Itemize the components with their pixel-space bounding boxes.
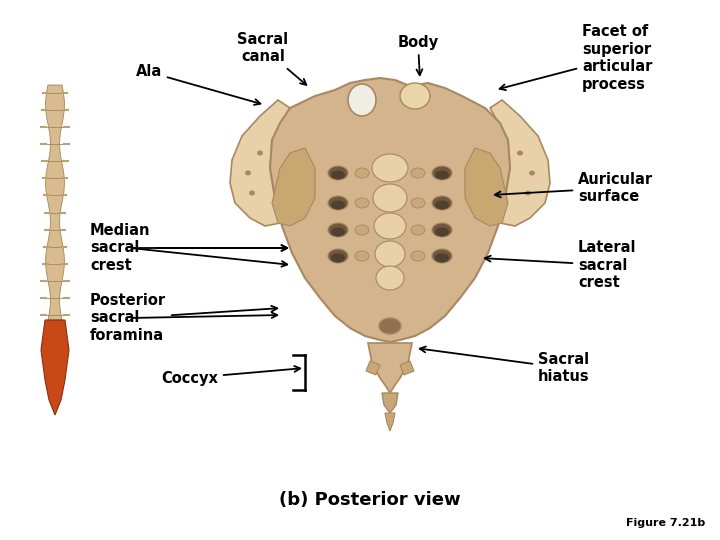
Ellipse shape bbox=[249, 191, 255, 195]
Ellipse shape bbox=[355, 198, 369, 208]
Polygon shape bbox=[272, 148, 315, 226]
Ellipse shape bbox=[331, 253, 345, 262]
Ellipse shape bbox=[374, 213, 406, 239]
Polygon shape bbox=[41, 320, 69, 415]
Ellipse shape bbox=[328, 223, 348, 237]
Polygon shape bbox=[490, 100, 550, 226]
Text: Figure 7.21b: Figure 7.21b bbox=[626, 518, 705, 528]
Polygon shape bbox=[270, 78, 510, 342]
Ellipse shape bbox=[372, 154, 408, 182]
Ellipse shape bbox=[355, 168, 369, 178]
Ellipse shape bbox=[373, 184, 407, 212]
Ellipse shape bbox=[525, 191, 531, 195]
Text: Lateral
sacral
crest: Lateral sacral crest bbox=[485, 240, 636, 290]
Text: Facet of
superior
articular
process: Facet of superior articular process bbox=[500, 24, 652, 92]
Ellipse shape bbox=[432, 196, 452, 210]
Ellipse shape bbox=[435, 200, 449, 210]
Ellipse shape bbox=[411, 251, 425, 261]
Ellipse shape bbox=[245, 171, 251, 176]
Polygon shape bbox=[368, 343, 412, 393]
Ellipse shape bbox=[435, 171, 449, 179]
Ellipse shape bbox=[379, 318, 401, 334]
Ellipse shape bbox=[404, 90, 426, 108]
Ellipse shape bbox=[331, 227, 345, 237]
Text: Ala: Ala bbox=[136, 64, 261, 105]
Ellipse shape bbox=[411, 198, 425, 208]
Text: Coccyx: Coccyx bbox=[161, 366, 300, 386]
Polygon shape bbox=[465, 148, 508, 226]
Ellipse shape bbox=[411, 168, 425, 178]
Ellipse shape bbox=[517, 151, 523, 156]
Ellipse shape bbox=[331, 171, 345, 179]
Polygon shape bbox=[45, 85, 65, 320]
Ellipse shape bbox=[400, 83, 430, 109]
Ellipse shape bbox=[352, 92, 372, 116]
Ellipse shape bbox=[375, 241, 405, 267]
Text: Median
sacral
crest: Median sacral crest bbox=[90, 223, 287, 273]
Text: Sacral
canal: Sacral canal bbox=[238, 32, 306, 85]
Ellipse shape bbox=[328, 249, 348, 263]
Ellipse shape bbox=[432, 223, 452, 237]
Polygon shape bbox=[400, 361, 414, 375]
Polygon shape bbox=[385, 413, 395, 431]
Polygon shape bbox=[366, 361, 380, 375]
Ellipse shape bbox=[348, 84, 376, 116]
Ellipse shape bbox=[411, 225, 425, 235]
Polygon shape bbox=[382, 393, 398, 413]
Ellipse shape bbox=[529, 171, 535, 176]
Ellipse shape bbox=[331, 200, 345, 210]
Text: Auricular
surface: Auricular surface bbox=[495, 172, 653, 204]
Text: Body: Body bbox=[397, 35, 438, 75]
Ellipse shape bbox=[257, 151, 263, 156]
Ellipse shape bbox=[355, 251, 369, 261]
Text: (b) Posterior view: (b) Posterior view bbox=[279, 491, 461, 509]
Ellipse shape bbox=[432, 166, 452, 180]
Text: Posterior
sacral
foramina: Posterior sacral foramina bbox=[90, 293, 277, 343]
Ellipse shape bbox=[355, 225, 369, 235]
Ellipse shape bbox=[435, 253, 449, 262]
Polygon shape bbox=[230, 100, 290, 226]
Ellipse shape bbox=[376, 266, 404, 290]
Ellipse shape bbox=[435, 227, 449, 237]
Ellipse shape bbox=[328, 196, 348, 210]
Ellipse shape bbox=[328, 166, 348, 180]
Text: Sacral
hiatus: Sacral hiatus bbox=[420, 347, 590, 384]
Ellipse shape bbox=[432, 249, 452, 263]
